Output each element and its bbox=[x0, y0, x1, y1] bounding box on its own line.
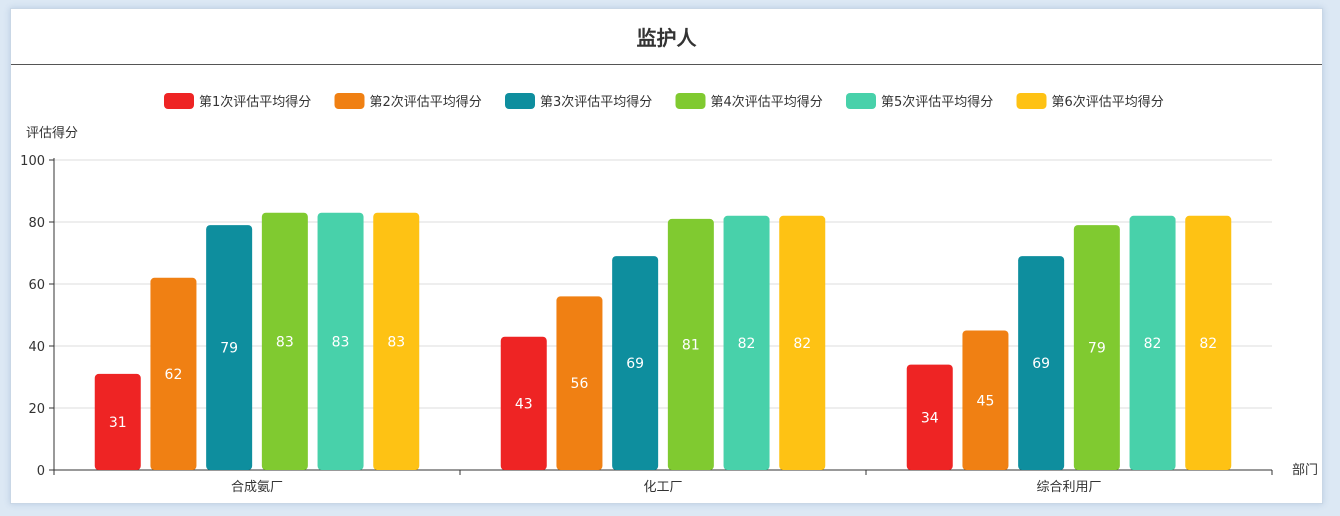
bar bbox=[779, 215, 826, 470]
bar-value-label: 82 bbox=[793, 336, 811, 352]
bar-value-label: 81 bbox=[682, 337, 700, 353]
bar bbox=[206, 225, 253, 470]
panel-header: 监护人 bbox=[11, 9, 1322, 65]
x-category-label: 综合利用厂 bbox=[1036, 480, 1101, 495]
bar-value-label: 34 bbox=[921, 410, 939, 426]
bar-value-label: 82 bbox=[738, 336, 756, 352]
bar bbox=[1129, 215, 1176, 470]
x-category-label: 合成氨厂 bbox=[231, 480, 283, 495]
y-tick-label: 0 bbox=[37, 464, 45, 479]
bar-value-label: 31 bbox=[109, 415, 127, 431]
bar-value-label: 83 bbox=[276, 334, 294, 350]
legend-label: 第5次评估平均得分 bbox=[881, 94, 993, 110]
bar bbox=[667, 218, 714, 470]
bar-value-label: 79 bbox=[1088, 341, 1106, 357]
bar bbox=[317, 212, 364, 470]
bar bbox=[1018, 256, 1065, 470]
legend-swatch bbox=[164, 93, 194, 109]
legend-label: 第4次评估平均得分 bbox=[711, 94, 823, 110]
bar bbox=[556, 296, 603, 470]
panel-title: 监护人 bbox=[636, 26, 697, 50]
bar-value-label: 69 bbox=[626, 356, 644, 372]
x-category-label: 化工厂 bbox=[643, 480, 682, 495]
bar-value-label: 56 bbox=[571, 376, 589, 392]
bar bbox=[906, 364, 953, 470]
legend-swatch bbox=[846, 93, 876, 109]
bar bbox=[500, 336, 547, 470]
legend-swatch bbox=[334, 93, 365, 109]
bar-value-label: 83 bbox=[332, 334, 350, 350]
legend-swatch bbox=[675, 93, 706, 109]
bar bbox=[150, 277, 197, 470]
y-tick-label: 40 bbox=[28, 340, 45, 355]
bar-value-label: 45 bbox=[977, 393, 995, 409]
bar-value-label: 69 bbox=[1032, 356, 1050, 372]
bar bbox=[1185, 215, 1232, 470]
bar-value-label: 43 bbox=[515, 396, 533, 412]
legend-label: 第6次评估平均得分 bbox=[1052, 94, 1164, 110]
bar bbox=[261, 212, 308, 470]
bar-value-label: 79 bbox=[220, 341, 238, 357]
x-axis-title: 部门 bbox=[1292, 463, 1318, 478]
bar-value-label: 83 bbox=[387, 334, 405, 350]
y-tick-label: 80 bbox=[28, 216, 45, 231]
bar bbox=[1073, 225, 1120, 470]
bar-value-label: 82 bbox=[1144, 336, 1162, 352]
y-axis-title: 评估得分 bbox=[26, 125, 78, 141]
y-tick-label: 100 bbox=[20, 154, 45, 169]
bar bbox=[373, 212, 420, 470]
legend-label: 第1次评估平均得分 bbox=[199, 94, 311, 110]
bar bbox=[962, 330, 1009, 470]
bar bbox=[94, 373, 141, 470]
y-tick-label: 60 bbox=[28, 278, 45, 293]
legend-swatch bbox=[1016, 93, 1047, 109]
bar bbox=[612, 256, 659, 470]
bar bbox=[723, 215, 770, 470]
legend-label: 第3次评估平均得分 bbox=[540, 94, 652, 110]
legend-swatch bbox=[505, 93, 535, 109]
bar-value-label: 62 bbox=[165, 367, 183, 383]
bar-value-label: 82 bbox=[1199, 336, 1217, 352]
y-tick-label: 20 bbox=[28, 402, 45, 417]
legend-label: 第2次评估平均得分 bbox=[370, 94, 482, 110]
